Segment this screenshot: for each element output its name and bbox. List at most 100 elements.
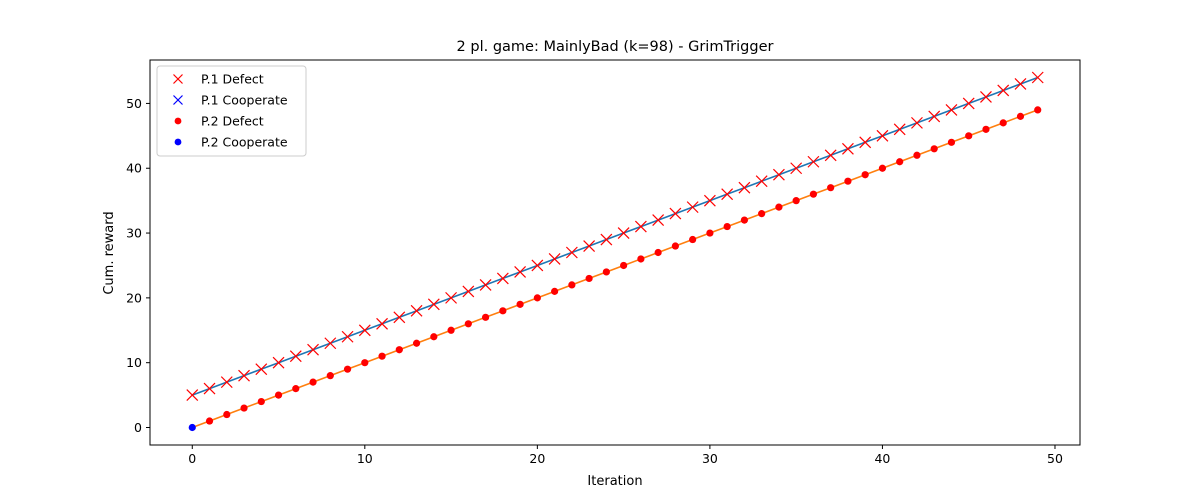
data-point-p1 (462, 285, 475, 298)
data-point-p1 (911, 116, 923, 129)
legend-marker (174, 117, 182, 125)
data-point-p1 (738, 181, 751, 194)
data-point-p2 (551, 287, 559, 295)
data-point-p2 (740, 216, 749, 224)
y-tick-label: 30 (126, 226, 142, 241)
data-point-p2 (706, 229, 714, 237)
y-tick-label: 0 (134, 420, 142, 435)
data-point-p2 (999, 119, 1007, 127)
data-point-p1 (307, 343, 319, 356)
legend: P.1 Defect P.1 Cooperate P.2 Defect P.2 Coo… (156, 65, 307, 157)
axes: 0 10 20 30 40 50 0 10 20 30 40 50 (126, 96, 1063, 466)
data-point-p2 (775, 203, 783, 211)
data-point-p2 (965, 132, 973, 140)
data-point-p2 (878, 164, 887, 172)
legend-entry: P.2 Defect (174, 114, 264, 129)
data-point-p1 (755, 175, 768, 188)
data-point-p2 (602, 268, 610, 276)
y-tick-label: 20 (126, 290, 142, 305)
data-point-p1 (531, 259, 544, 272)
legend-entry: P.1 Defect (173, 72, 264, 87)
plot-frame (149, 59, 1081, 446)
y-tick-label: 50 (126, 96, 142, 111)
data-point-p1 (393, 311, 406, 324)
data-point-p2 (361, 359, 369, 367)
data-point-p2 (188, 423, 196, 432)
legend-label: P.1 Defect (201, 72, 264, 87)
data-point-p1 (652, 214, 665, 227)
data-point-p1 (600, 233, 613, 246)
data-point-p2 (240, 404, 248, 412)
data-point-p2 (861, 171, 869, 179)
data-point-p2 (533, 294, 541, 302)
data-point-p1 (945, 103, 958, 116)
data-point-p1 (859, 136, 872, 149)
data-point-p2 (205, 417, 214, 425)
x-tick-label: 30 (702, 451, 718, 466)
y-tick-label: 40 (126, 161, 142, 176)
data-point-p2 (378, 352, 386, 360)
data-point-p2 (947, 138, 956, 146)
data-point-p1 (721, 188, 734, 201)
data-point-p2 (499, 307, 507, 315)
data-point-p2 (412, 339, 421, 347)
series-line-p1 (191, 76, 1039, 396)
data-point-p1 (928, 110, 941, 123)
data-point-p2 (257, 397, 265, 406)
data-point-p2 (395, 346, 403, 354)
data-point-p2 (568, 281, 576, 289)
x-tick-label: 20 (529, 451, 545, 466)
data-point-p2 (809, 190, 818, 198)
legend-box (156, 65, 307, 157)
data-point-p2 (516, 300, 524, 308)
data-point-p1 (220, 376, 233, 389)
legend-entry: P.2 Cooperate (174, 135, 288, 150)
legend-label: P.2 Cooperate (201, 135, 288, 150)
data-point-p1 (842, 142, 854, 155)
data-point-p1 (962, 97, 975, 110)
data-point-p1 (358, 324, 371, 337)
data-point-p1 (479, 278, 492, 291)
data-point-p1 (1031, 71, 1044, 84)
data-point-p1 (565, 246, 578, 259)
x-tick-label: 40 (874, 451, 890, 466)
data-point-p1 (634, 220, 647, 233)
y-axis-label: Cum. reward (102, 211, 117, 294)
data-point-p1 (255, 363, 268, 376)
data-point-p2 (689, 235, 697, 244)
data-point-p2 (654, 248, 662, 257)
data-point-p1 (496, 272, 509, 285)
data-point-p2 (292, 385, 300, 393)
data-point-p1 (583, 240, 596, 252)
data-point-p1 (686, 201, 699, 214)
data-point-p2 (326, 372, 334, 380)
data-point-p1 (669, 207, 682, 220)
data-point-p2 (223, 410, 231, 419)
data-point-p1 (824, 149, 837, 162)
x-tick-label: 10 (357, 451, 373, 466)
data-point-p1 (548, 253, 561, 265)
data-point-p1 (876, 129, 889, 142)
x-tick-label: 50 (1047, 451, 1063, 466)
legend-marker (174, 138, 182, 146)
data-point-p2 (1034, 106, 1042, 114)
data-point-p1 (807, 155, 820, 168)
data-point-p1 (341, 330, 354, 343)
data-point-p1 (376, 317, 388, 330)
legend-entry: P.1 Cooperate (173, 93, 288, 108)
data-point-p1 (410, 304, 423, 317)
legend-marker (173, 95, 183, 105)
legend-label: P.2 Defect (201, 114, 264, 129)
data-point-p1 (238, 369, 250, 382)
data-point-p1 (980, 91, 992, 103)
data-point-p1 (289, 350, 302, 363)
data-point-p1 (445, 291, 458, 304)
data-point-p1 (1014, 78, 1027, 90)
data-point-p2 (792, 197, 800, 205)
data-point-p2 (309, 378, 317, 386)
chart-title: 2 pl. game: MainlyBad (k=98) - GrimTrigg… (457, 39, 774, 55)
y-tick-label: 10 (126, 355, 142, 370)
x-axis-label: Iteration (587, 474, 642, 489)
data-point-p2 (930, 145, 938, 153)
